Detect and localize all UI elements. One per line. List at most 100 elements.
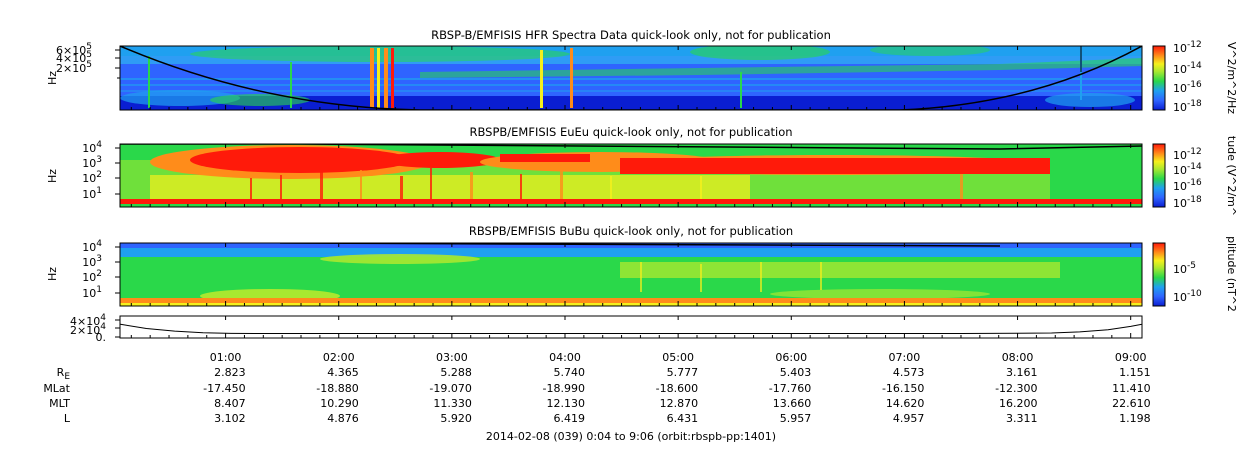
panel2-cbtick: 10-14 <box>1173 162 1202 177</box>
ephemeris-value: 5.740 <box>554 366 586 379</box>
panel1-cbtick: 10-18 <box>1173 99 1202 114</box>
panel3-ylabel: Hz <box>46 267 59 281</box>
ephemeris-value: -17.760 <box>769 382 811 395</box>
footer-date-range: 2014-02-08 (039) 0:04 to 9:06 (orbit:rbs… <box>486 430 776 443</box>
x-tick-label: 01:00 <box>210 351 242 364</box>
panel3-cbtick: 10-5 <box>1173 261 1196 276</box>
panel1-ytick: 4×105 <box>56 50 92 65</box>
ephemeris-value: 22.610 <box>1112 397 1151 410</box>
ephemeris-value: -12.300 <box>995 382 1037 395</box>
panel1-ytick: 6×105 <box>56 42 92 57</box>
panel2-cblabel: tude (V^2/m^ <box>1225 136 1238 216</box>
x-tick-label: 07:00 <box>889 351 921 364</box>
panel4-yticks <box>115 319 120 338</box>
panel2-title: RBSPB/EMFISIS EuEu quick-look only, not … <box>469 125 792 139</box>
ephemeris-value: 5.403 <box>780 366 812 379</box>
panel2-ytick: 102 <box>82 170 102 185</box>
panel1-cbtick: 10-14 <box>1173 61 1202 76</box>
panel2-ylabel: Hz <box>46 169 59 183</box>
panel1-cbtick: 10-16 <box>1173 80 1202 95</box>
ephemeris-value: -18.990 <box>543 382 585 395</box>
panel2-cbtick: 10-12 <box>1173 147 1202 162</box>
ephemeris-value: 12.870 <box>660 397 699 410</box>
ephemeris-row-label: RE <box>57 366 71 382</box>
ephemeris-value: 6.431 <box>667 412 699 425</box>
panel1-title: RBSP-B/EMFISIS HFR Spectra Data quick-lo… <box>431 28 831 42</box>
ephemeris-value: 10.290 <box>320 397 359 410</box>
panel2-ytick: 103 <box>82 155 102 170</box>
ephemeris-value: 2.823 <box>214 366 246 379</box>
x-tick-label: 09:00 <box>1115 351 1147 364</box>
ephemeris-value: 5.288 <box>440 366 472 379</box>
panel3-ytick: 102 <box>82 269 102 284</box>
ephemeris-row-label: L <box>64 412 71 425</box>
ephemeris-value: 4.876 <box>327 412 359 425</box>
panel2-frame <box>119 143 1143 208</box>
panel1-spectrogram <box>120 46 1142 110</box>
x-tick-label: 06:00 <box>775 351 807 364</box>
ephemeris-value: 5.920 <box>440 412 472 425</box>
ephemeris-table: RE 2.823 4.365 5.288 5.740 5.777 5.403 4.573 3.1… <box>43 366 1150 425</box>
ephemeris-value: -18.880 <box>316 382 358 395</box>
panel3-ytick: 103 <box>82 254 102 269</box>
panel2-cbtick: 10-16 <box>1173 178 1202 193</box>
ephemeris-value: 13.660 <box>773 397 812 410</box>
ephemeris-value: 8.407 <box>214 397 246 410</box>
ephemeris-value: 4.365 <box>327 366 359 379</box>
ephemeris-value: 4.957 <box>893 412 925 425</box>
panel2-spectrogram <box>120 144 1142 207</box>
panel2-ytick: 104 <box>82 140 102 155</box>
panel1-ylabel: Hz <box>46 71 59 85</box>
panel3-ytick: 104 <box>82 239 102 254</box>
ephemeris-value: 3.102 <box>214 412 246 425</box>
ephemeris-value: -19.070 <box>429 382 471 395</box>
ephemeris-value: -16.150 <box>882 382 924 395</box>
x-tick-label: 05:00 <box>662 351 694 364</box>
ephemeris-value: 16.200 <box>999 397 1038 410</box>
ephemeris-value: -17.450 <box>203 382 245 395</box>
panel2-yticks <box>115 147 120 195</box>
ephemeris-value: 1.198 <box>1119 412 1151 425</box>
panel1-yticks <box>115 49 120 79</box>
x-tick-label: 03:00 <box>436 351 468 364</box>
panel3-title: RBSPB/EMFISIS BuBu quick-look only, not … <box>469 224 793 238</box>
ephemeris-value: 12.130 <box>547 397 586 410</box>
ephemeris-value: -18.600 <box>656 382 698 395</box>
panel2-ytick: 101 <box>82 186 102 201</box>
panel3-cblabel: plitude (nT^2 <box>1225 236 1238 312</box>
panel3-cbtick: 10-10 <box>1173 289 1202 304</box>
ephemeris-value: 3.161 <box>1006 366 1038 379</box>
ephemeris-value: 5.777 <box>667 366 699 379</box>
ephemeris-value: 3.311 <box>1006 412 1038 425</box>
x-axis-ticks <box>130 46 1132 338</box>
panel2-colorbar <box>1152 143 1166 208</box>
panel4-ytick: 2×104 <box>70 322 106 337</box>
panel4-ytick: 4×104 <box>70 313 106 328</box>
panel1-cbtick: 10-12 <box>1173 40 1202 55</box>
ephemeris-value: 5.957 <box>780 412 812 425</box>
panel2-cbtick: 10-18 <box>1173 195 1202 210</box>
panel1-colorbar <box>1152 45 1166 111</box>
panel4-frame <box>119 315 1143 339</box>
ephemeris-value: 14.620 <box>886 397 925 410</box>
ephemeris-value: 11.410 <box>1112 382 1151 395</box>
panel1-cblabel: V^2/m^2/Hz <box>1225 42 1238 114</box>
ephemeris-value: 11.330 <box>433 397 472 410</box>
panel3-yticks <box>115 246 120 294</box>
x-tick-label: 08:00 <box>1002 351 1034 364</box>
x-axis-labels: 01:00 02:00 03:00 04:00 05:00 06:00 07:00 08:00… <box>210 351 1147 364</box>
ephemeris-value: 4.573 <box>893 366 925 379</box>
panel3-ytick: 101 <box>82 285 102 300</box>
x-tick-label: 04:00 <box>549 351 581 364</box>
ephemeris-row-label: MLat <box>43 382 70 395</box>
panel1-ytick: 2×105 <box>56 60 92 75</box>
panel3-spectrogram <box>120 243 1142 306</box>
ephemeris-value: 1.151 <box>1119 366 1151 379</box>
panel4-ytick: 0. <box>96 331 107 344</box>
panel3-frame <box>119 242 1143 307</box>
ephemeris-row-label: MLT <box>49 397 70 410</box>
ephemeris-value: 6.419 <box>554 412 586 425</box>
x-tick-label: 02:00 <box>323 351 355 364</box>
panel3-colorbar <box>1152 242 1166 307</box>
